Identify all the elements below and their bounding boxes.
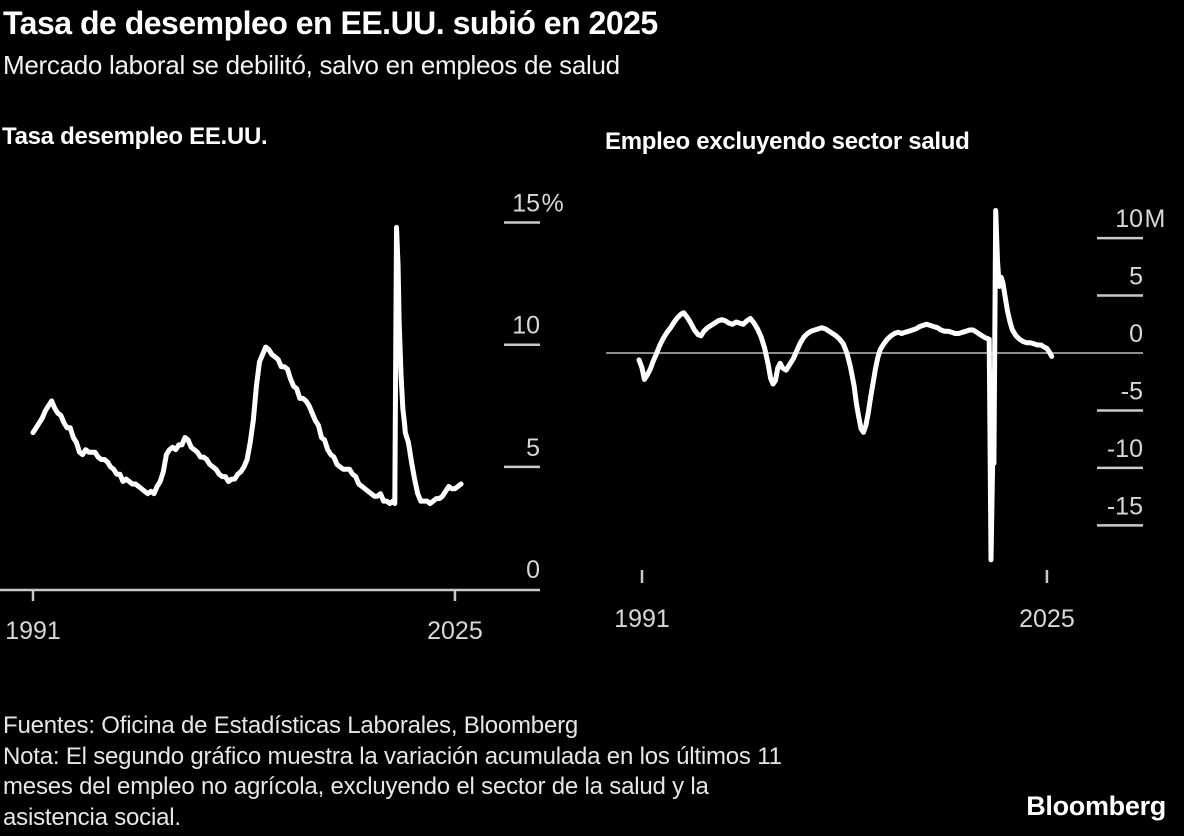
footer-sources: Fuentes: Oficina de Estadísticas Laboral… bbox=[3, 712, 579, 739]
left-ytick-label-5: 5 bbox=[526, 434, 540, 462]
right-xtick-label-1991: 1991 bbox=[614, 605, 670, 633]
page-title: Tasa de desempleo en EE.UU. subió en 202… bbox=[3, 5, 658, 41]
right-ytick-label-10: 10 bbox=[1115, 205, 1143, 233]
page-subtitle: Mercado laboral se debilitó, salvo en em… bbox=[3, 50, 620, 80]
right-ytick-label-5: 5 bbox=[1129, 263, 1143, 291]
left-ytick-suffix-15: % bbox=[542, 190, 564, 218]
right-ytick-label--5: -5 bbox=[1121, 377, 1143, 405]
footer-note-line-2: meses del empleo no agrícola, excluyendo… bbox=[3, 773, 709, 800]
unemployment-rate-line bbox=[30, 224, 464, 506]
right-chart-title: Empleo excluyendo sector salud bbox=[605, 128, 970, 155]
bloomberg-logo: Bloomberg bbox=[1026, 791, 1166, 821]
footer-note-line-3: asistencia social. bbox=[3, 803, 181, 831]
left-ytick-label-10: 10 bbox=[512, 312, 540, 340]
right-ytick-suffix-10: M bbox=[1145, 205, 1166, 233]
footer-note-line-1: Nota: El segundo gráfico muestra la vari… bbox=[3, 742, 782, 770]
left-xtick-label-1991: 1991 bbox=[5, 617, 61, 645]
right-ytick-label--10: -10 bbox=[1107, 435, 1143, 463]
footer: Fuentes: Oficina de Estadísticas Laboral… bbox=[3, 711, 943, 833]
left-chart-title: Tasa desempleo EE.UU. bbox=[2, 123, 268, 150]
employment-ex-health-line bbox=[636, 208, 1055, 563]
right-ytick-label-0: 0 bbox=[1129, 320, 1143, 348]
left-ytick-label-15: 15 bbox=[512, 190, 540, 218]
left-xtick-label-2025: 2025 bbox=[427, 617, 483, 645]
right-xtick-label-2025: 2025 bbox=[1019, 605, 1075, 633]
right-ytick-label--15: -15 bbox=[1107, 492, 1143, 520]
left-ytick-label-0: 0 bbox=[526, 556, 540, 584]
